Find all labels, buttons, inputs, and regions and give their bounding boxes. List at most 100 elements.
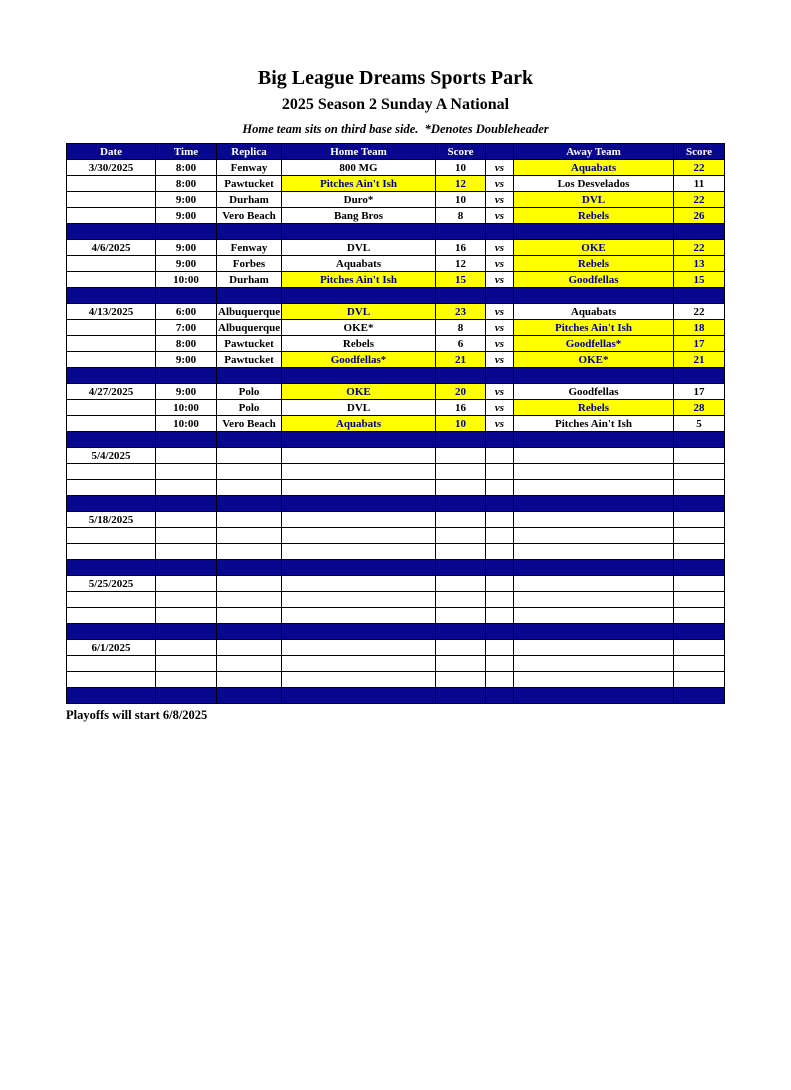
home-team-cell: OKE — [281, 383, 436, 400]
separator-cell — [673, 687, 725, 704]
away-score-cell — [673, 511, 725, 528]
replica-cell — [216, 655, 282, 672]
time-cell — [155, 463, 217, 480]
header-away-team: Away Team — [513, 143, 674, 160]
home-team-cell: DVL — [281, 399, 436, 416]
home-score-cell: 15 — [435, 271, 486, 288]
home-score-cell: 8 — [435, 207, 486, 224]
time-cell: 8:00 — [155, 335, 217, 352]
separator-cell — [66, 367, 156, 384]
separator-row — [66, 431, 725, 448]
date-cell: 4/6/2025 — [66, 239, 156, 256]
separator-cell — [485, 559, 514, 576]
separator-cell — [485, 223, 514, 240]
home-team-cell — [281, 671, 436, 688]
time-cell: 9:00 — [155, 383, 217, 400]
separator-cell — [485, 623, 514, 640]
date-cell — [66, 415, 156, 432]
home-team-cell: DVL — [281, 239, 436, 256]
vs-cell: vs — [485, 271, 514, 288]
replica-cell — [216, 447, 282, 464]
home-score-cell — [435, 591, 486, 608]
separator-cell — [66, 687, 156, 704]
home-team-cell — [281, 607, 436, 624]
header-home-score: Score — [435, 143, 486, 160]
replica-cell: Albuquerque — [216, 303, 282, 320]
home-score-cell — [435, 463, 486, 480]
replica-cell — [216, 639, 282, 656]
replica-cell: Pawtucket — [216, 175, 282, 192]
separator-cell — [485, 431, 514, 448]
away-team-cell — [513, 527, 674, 544]
separator-cell — [155, 559, 217, 576]
date-cell — [66, 399, 156, 416]
replica-cell: Fenway — [216, 239, 282, 256]
replica-cell: Albuquerque — [216, 319, 282, 336]
away-score-cell: 15 — [673, 271, 725, 288]
away-team-cell — [513, 655, 674, 672]
table-row — [66, 655, 725, 672]
away-score-cell — [673, 655, 725, 672]
home-team-cell — [281, 655, 436, 672]
separator-cell — [435, 559, 486, 576]
separator-cell — [66, 223, 156, 240]
away-score-cell: 22 — [673, 303, 725, 320]
header-home-team: Home Team — [281, 143, 436, 160]
table-row: 4/27/2025 9:00 Polo OKE 20 vs Goodfellas 17 — [66, 383, 725, 400]
date-cell — [66, 671, 156, 688]
replica-cell: Vero Beach — [216, 415, 282, 432]
home-score-cell — [435, 655, 486, 672]
away-team-cell: OKE* — [513, 351, 674, 368]
replica-cell: Polo — [216, 399, 282, 416]
home-team-cell: OKE* — [281, 319, 436, 336]
home-score-cell — [435, 527, 486, 544]
separator-cell — [155, 623, 217, 640]
separator-cell — [513, 223, 674, 240]
separator-cell — [513, 495, 674, 512]
time-cell: 9:00 — [155, 207, 217, 224]
separator-cell — [673, 431, 725, 448]
vs-cell: vs — [485, 351, 514, 368]
away-team-cell: Goodfellas — [513, 271, 674, 288]
home-team-cell — [281, 511, 436, 528]
separator-cell — [281, 431, 436, 448]
table-row: 8:00 Pawtucket Rebels 6 vs Goodfellas* 17 — [66, 335, 725, 352]
time-cell — [155, 639, 217, 656]
vs-cell — [485, 527, 514, 544]
table-row: 4/13/2025 6:00 Albuquerque DVL 23 vs Aquabats 2… — [66, 303, 725, 320]
table-row: 9:00 Durham Duro* 10 vs DVL 22 — [66, 191, 725, 208]
table-row: 10:00 Vero Beach Aquabats 10 vs Pitches Ain't… — [66, 415, 725, 432]
separator-cell — [673, 495, 725, 512]
separator-cell — [66, 495, 156, 512]
table-row — [66, 543, 725, 560]
home-team-cell: Goodfellas* — [281, 351, 436, 368]
page: Big League Dreams Sports Park 2025 Seaso… — [0, 66, 791, 723]
home-team-cell: Duro* — [281, 191, 436, 208]
separator-cell — [513, 431, 674, 448]
date-cell — [66, 527, 156, 544]
table-row: 6/1/2025 — [66, 639, 725, 656]
home-team-cell — [281, 543, 436, 560]
vs-cell — [485, 511, 514, 528]
away-team-cell: Los Desvelados — [513, 175, 674, 192]
separator-cell — [216, 287, 282, 304]
away-score-cell: 22 — [673, 239, 725, 256]
separator-cell — [155, 431, 217, 448]
separator-row — [66, 687, 725, 704]
home-score-cell — [435, 511, 486, 528]
time-cell: 6:00 — [155, 303, 217, 320]
replica-cell: Durham — [216, 271, 282, 288]
replica-cell — [216, 607, 282, 624]
separator-row — [66, 495, 725, 512]
away-team-cell — [513, 543, 674, 560]
separator-cell — [66, 287, 156, 304]
replica-cell — [216, 575, 282, 592]
replica-cell: Forbes — [216, 255, 282, 272]
home-score-cell: 10 — [435, 415, 486, 432]
home-score-cell: 12 — [435, 255, 486, 272]
separator-cell — [216, 223, 282, 240]
home-team-cell: 800 MG — [281, 159, 436, 176]
separator-row — [66, 559, 725, 576]
away-score-cell: 18 — [673, 319, 725, 336]
away-team-cell — [513, 479, 674, 496]
